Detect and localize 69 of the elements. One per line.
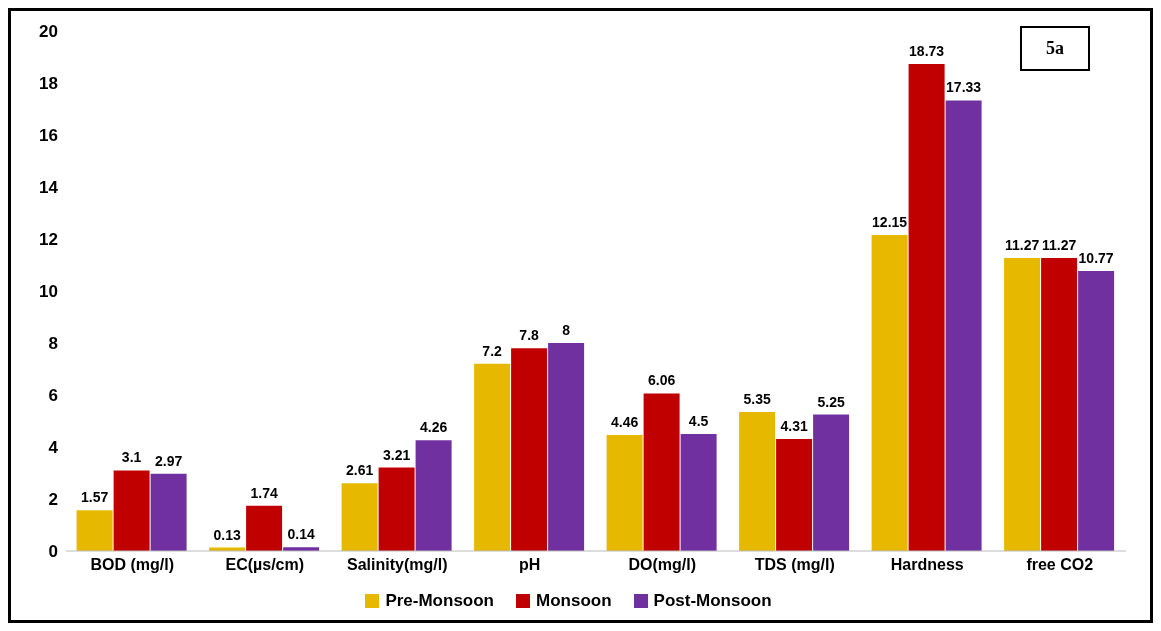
bar (680, 434, 717, 551)
y-tick-label: 4 (48, 438, 59, 458)
bar (246, 505, 283, 551)
x-tick-label: free CO2 (1026, 556, 1094, 574)
bar (378, 467, 415, 551)
data-label: 0.14 (287, 526, 315, 543)
x-tick-label: pH (519, 556, 541, 574)
data-label: 1.74 (250, 484, 278, 501)
y-tick-label: 12 (39, 230, 58, 250)
data-label: 4.26 (419, 419, 448, 436)
bar (150, 473, 187, 551)
bar (341, 483, 378, 551)
bar (643, 393, 680, 551)
data-label: 3.21 (382, 446, 411, 463)
data-label: 8 (562, 322, 571, 338)
bar (474, 363, 511, 551)
data-label: 18.73 (909, 43, 945, 60)
y-tick-label: 8 (48, 334, 58, 354)
y-tick-label: 6 (48, 386, 58, 406)
annotation: 5a (1020, 26, 1090, 71)
bar (548, 343, 585, 551)
x-tick-label: BOD (mg/l) (90, 556, 175, 574)
y-tick-label: 16 (39, 126, 58, 146)
bar (776, 438, 813, 551)
data-label: 10.77 (1078, 249, 1114, 266)
bar (415, 440, 452, 551)
bar (1041, 257, 1078, 551)
data-label: 2.61 (345, 462, 374, 479)
data-label: 0.13 (213, 526, 241, 543)
y-tick-label: 20 (39, 22, 58, 42)
bar (945, 100, 982, 551)
bar (871, 235, 908, 551)
data-label: 5.35 (743, 390, 771, 407)
y-tick-label: 14 (39, 178, 59, 198)
bar (1078, 270, 1115, 551)
legend-label: Monsoon (535, 591, 612, 611)
data-label: 4.46 (610, 414, 639, 431)
bar (1004, 257, 1041, 551)
y-tick-label: 18 (39, 74, 58, 94)
data-label: 4.5 (688, 413, 709, 429)
x-tick-label: Hardness (890, 556, 964, 574)
x-tick-label: EC(µs/cm) (225, 556, 305, 574)
bar (113, 470, 150, 551)
bar (908, 64, 945, 551)
bar (813, 414, 850, 551)
y-tick-label: 2 (48, 490, 58, 510)
bar (511, 348, 548, 551)
data-label: 11.27 (1041, 236, 1077, 253)
data-label: 7.2 (482, 342, 503, 359)
bar (739, 411, 776, 551)
bar (606, 435, 643, 551)
data-label: 12.15 (872, 214, 908, 231)
data-label: 7.8 (519, 327, 540, 344)
data-label: 11.27 (1004, 236, 1040, 253)
x-tick-label: TDS (mg/l) (754, 556, 835, 574)
data-label: 6.06 (647, 372, 676, 389)
data-label: 4.31 (780, 417, 808, 434)
x-tick-label: DO(mg/l) (628, 556, 697, 574)
legend-label: Post-Monsoon (652, 591, 772, 611)
data-label: 1.57 (80, 489, 109, 506)
bar (76, 510, 113, 551)
data-label: 3.1 (121, 449, 142, 466)
legend-label: Pre-Monsoon (384, 591, 494, 611)
y-tick-label: 0 (48, 542, 58, 562)
data-label: 2.97 (154, 452, 183, 469)
data-label: 17.33 (946, 79, 982, 96)
y-tick-label: 10 (39, 282, 58, 302)
x-tick-label: Salinity(mg/l) (347, 556, 448, 574)
data-label: 5.25 (817, 393, 845, 410)
